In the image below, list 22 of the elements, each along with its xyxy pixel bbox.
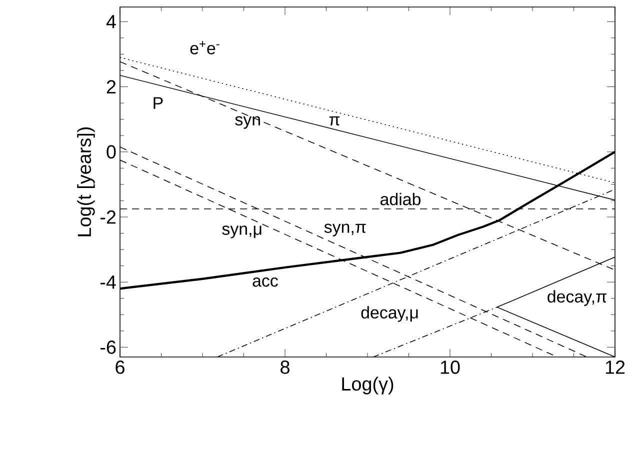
- annotation: syn,μ: [222, 226, 262, 238]
- annotation: decay,π: [548, 290, 606, 306]
- y-tick-label: -2: [100, 210, 116, 224]
- annotation: syn,π: [324, 224, 366, 236]
- y-tick-label: -6: [100, 340, 116, 354]
- annotation: e$^{+}$e$^{-}$: [190, 41, 220, 54]
- x-tick-label: 8: [280, 360, 290, 374]
- annotation: acc: [252, 277, 278, 287]
- y-tick-label: -4: [100, 276, 116, 289]
- y-axis-title: Log(t [years]): [77, 127, 95, 236]
- x-tick-label: 6: [116, 360, 124, 374]
- y-tick-label: 4: [106, 15, 116, 28]
- annotation: π: [329, 116, 340, 126]
- y-tick-label: 2: [106, 80, 116, 94]
- annotation: decay,μ: [361, 306, 418, 322]
- annotation: P: [154, 97, 163, 109]
- annotation: adiab: [380, 192, 420, 206]
- x-axis-title: Log(γ): [342, 376, 394, 394]
- y-tick-label: 0: [106, 145, 116, 159]
- x-tick-label: 12: [606, 360, 625, 374]
- x-tick-label: 10: [440, 360, 460, 374]
- annotation: syn: [235, 116, 260, 129]
